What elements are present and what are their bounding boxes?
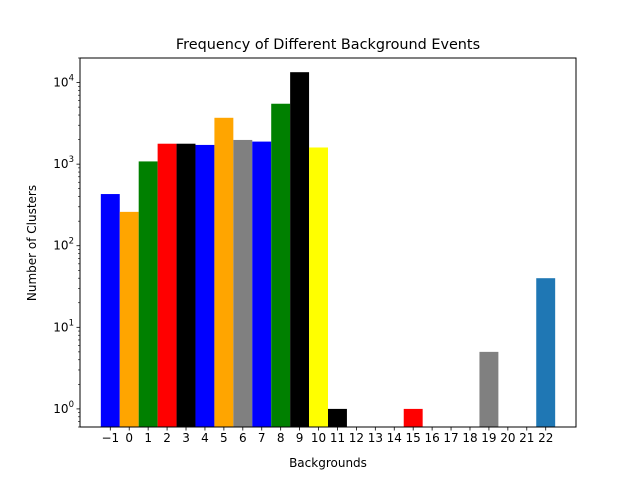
bar-6 [233,139,253,427]
bar-−1 [100,194,120,427]
y-axis: 100 101 102 103 104 [53,57,80,428]
bar-15 [403,408,423,427]
bar-4 [195,144,215,427]
x-tick-label: 15 [406,431,421,445]
x-tick-label: 12 [349,431,364,445]
x-tick-label: 3 [182,431,190,445]
bar-3 [176,143,196,427]
bar-1 [138,161,158,428]
y-tick-label: 104 [53,74,74,90]
bar-5 [214,117,234,427]
bar-11 [328,408,347,427]
x-tick-label: −1 [101,431,119,445]
x-tick-label: 19 [481,431,496,445]
x-tick-label: 16 [424,431,439,445]
bar-2 [157,143,177,427]
bar-9 [290,72,310,427]
bar-10 [309,147,328,428]
bar-7 [252,141,272,427]
x-tick-label: 11 [330,431,345,445]
bar-19 [479,351,499,427]
x-tick-label: 13 [368,431,383,445]
x-tick-label: 10 [311,431,326,445]
x-tick-label: 21 [519,431,534,445]
x-tick-label: 22 [538,431,553,445]
chart-title: Frequency of Different Background Events [176,37,480,53]
x-tick-label: 7 [258,431,266,445]
y-axis-label: Number of Clusters [25,185,39,301]
bar-0 [119,211,139,427]
x-axis: −1 0 1 2 3 4 5 6 7 8 9 10 11 12 13 14 15 16 17 18 19 20 21 22 [101,427,553,445]
x-tick-label: 0 [125,431,133,445]
y-tick-label: 100 [53,400,74,416]
y-tick-label: 102 [53,237,74,253]
x-tick-label: 14 [387,431,402,445]
bar-8 [271,103,291,428]
bars-group [100,72,556,428]
plot-frame [79,57,577,428]
x-tick-label: 1 [144,431,152,445]
x-tick-label: 18 [462,431,477,445]
x-tick-label: 6 [239,431,247,445]
x-tick-label: 20 [500,431,515,445]
x-tick-label: 5 [220,431,228,445]
x-tick-label: 17 [443,431,458,445]
x-tick-label: 8 [277,431,285,445]
y-tick-label: 101 [53,318,74,334]
x-tick-label: 9 [296,431,304,445]
bar-22 [536,278,556,427]
y-tick-label: 103 [53,155,74,171]
x-tick-label: 2 [163,431,171,445]
x-axis-label: Backgrounds [289,456,367,470]
x-tick-label: 4 [201,431,209,445]
